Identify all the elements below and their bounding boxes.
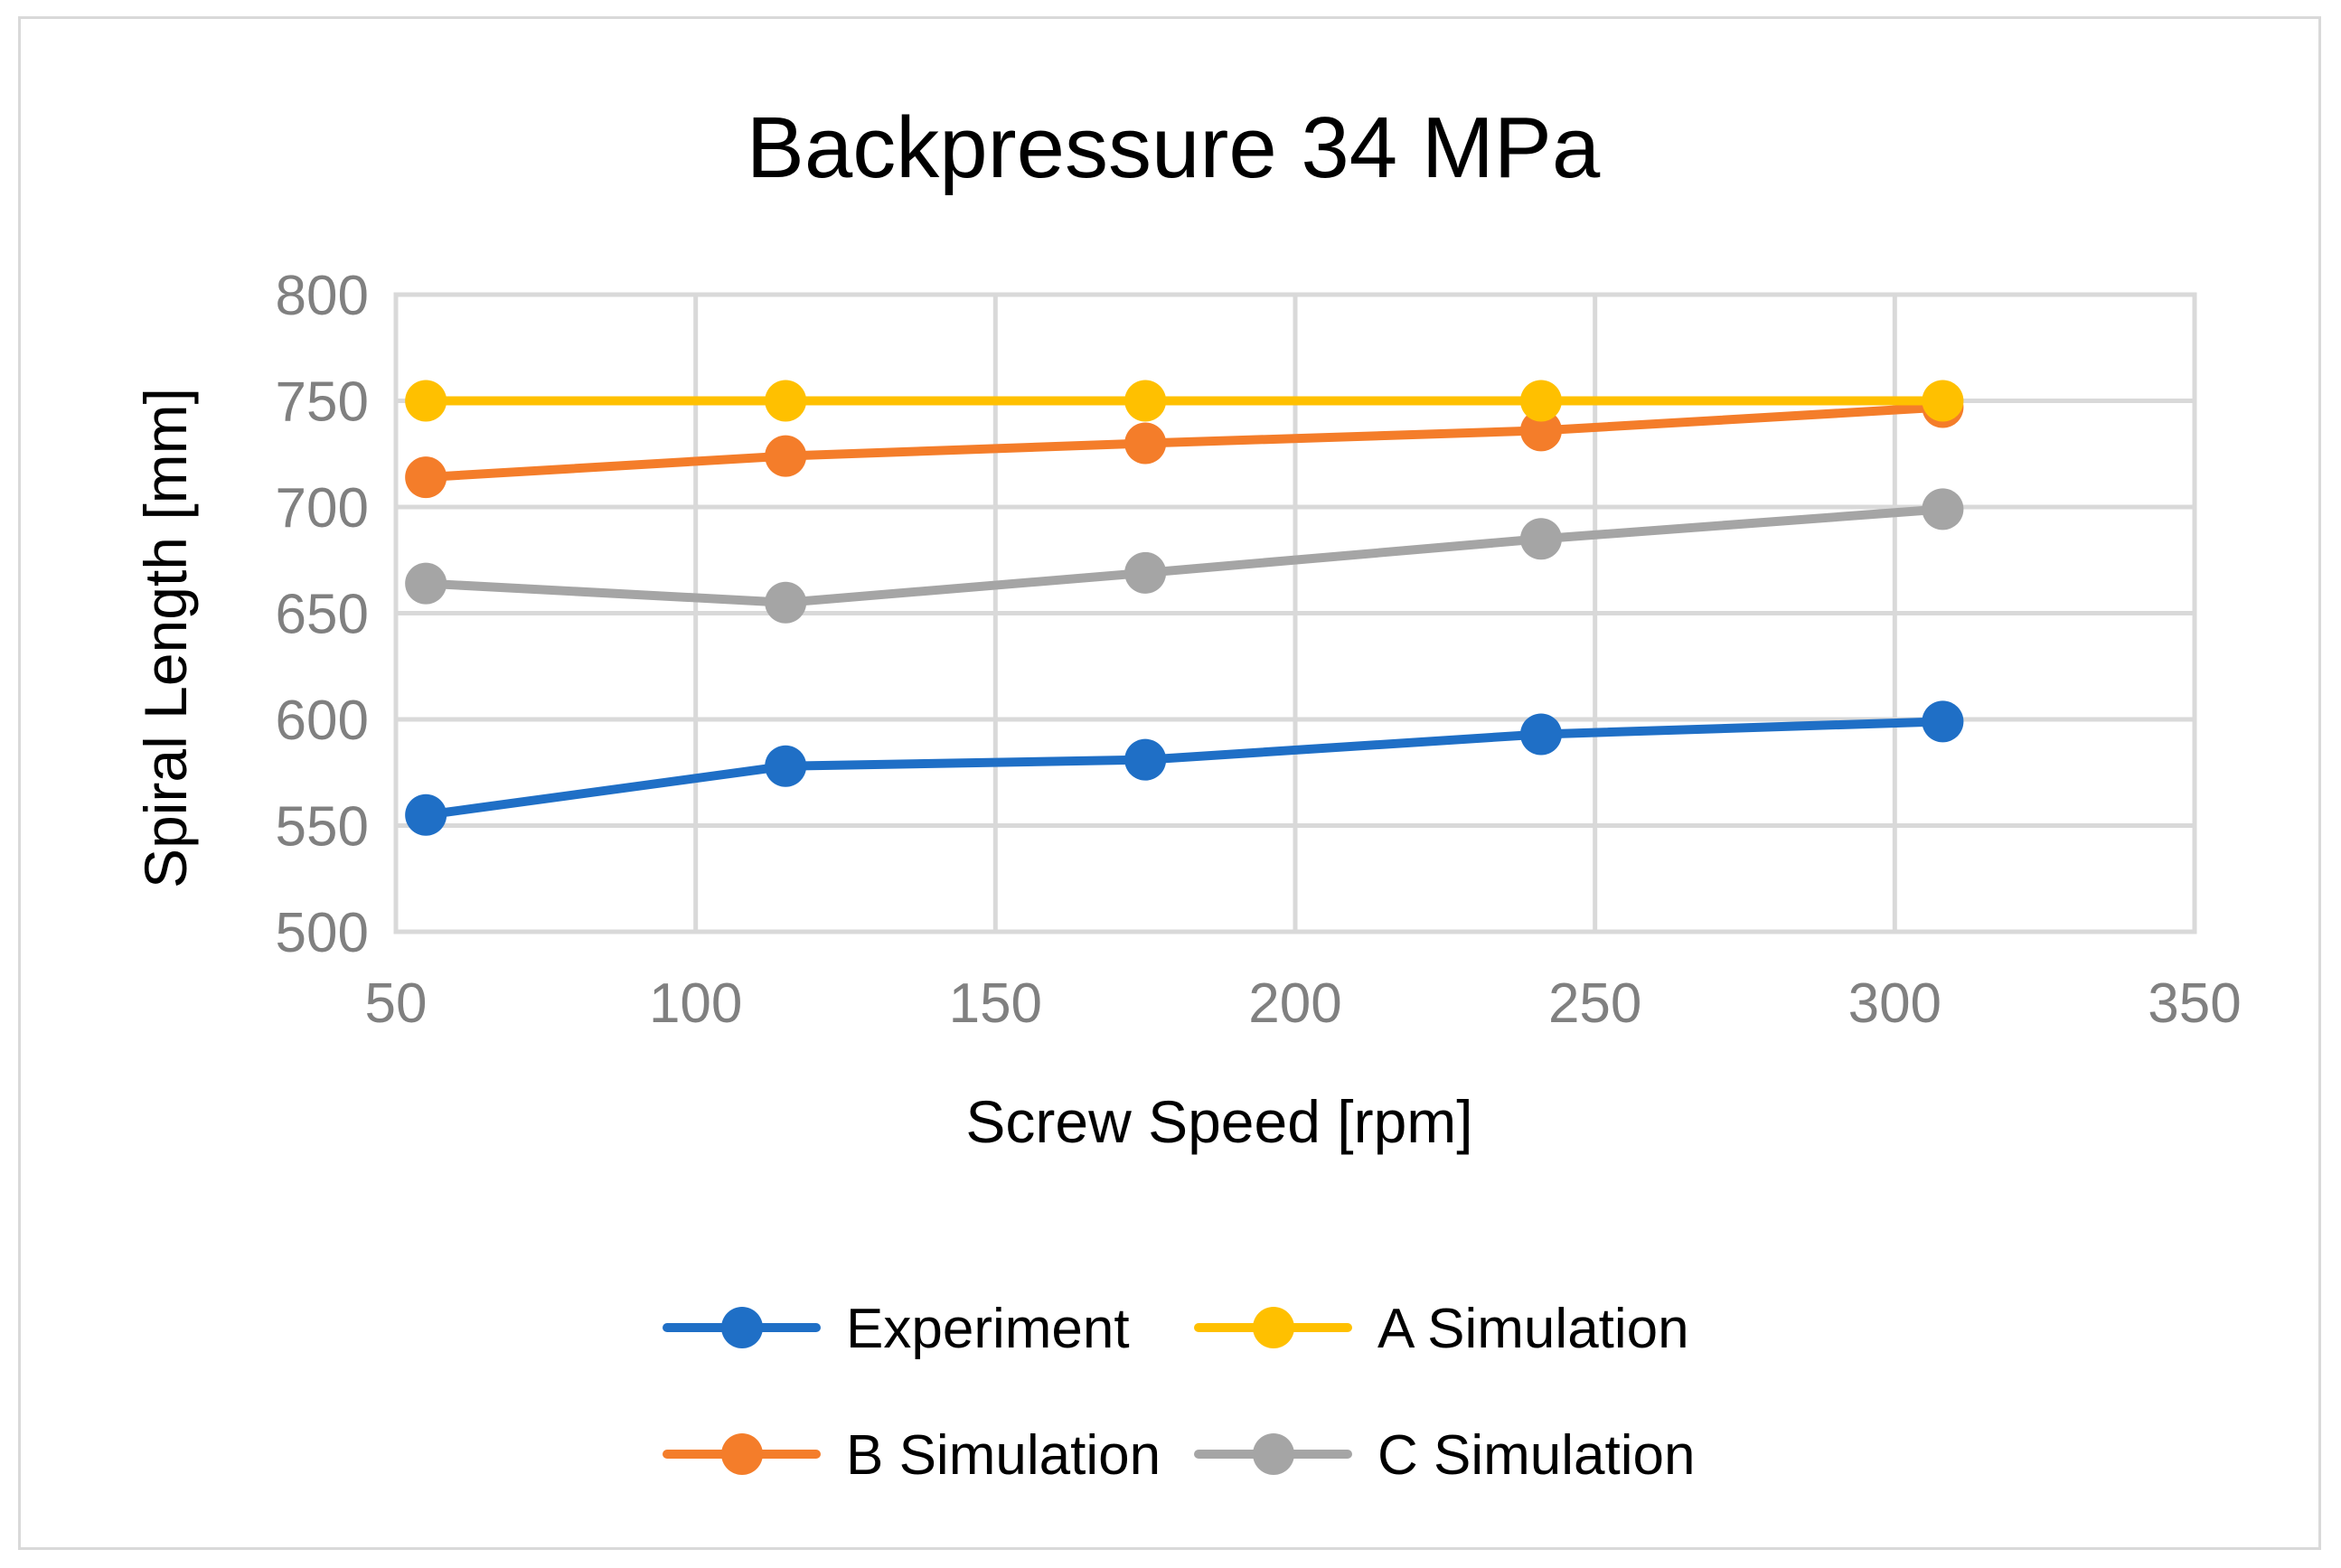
data-point-c-simulation-115 [765,581,807,624]
data-point-experiment-241 [1519,713,1562,756]
y-tick-label-750: 750 [276,371,369,434]
data-point-c-simulation-55 [405,562,447,605]
data-point-experiment-115 [765,745,807,787]
legend-item-b-simulation: B Simulation [663,1424,1161,1487]
legend-label-c-simulation: C Simulation [1377,1424,1695,1487]
legend-label-experiment: Experiment [846,1298,1130,1360]
data-point-c-simulation-241 [1519,518,1562,560]
legend-item-c-simulation: C Simulation [1194,1424,1695,1487]
data-point-b-simulation-55 [405,456,447,499]
legend-marker-experiment [721,1307,763,1348]
chart-title: Backpressure 34 MPa [747,99,1601,196]
data-point-b-simulation-115 [765,435,807,477]
y-tick-label-550: 550 [276,796,369,859]
legend-marker-c-simulation [1253,1433,1294,1475]
y-axis-title: Spiral Length [mm] [132,388,199,888]
legend-item-a-simulation: A Simulation [1194,1298,1689,1360]
y-tick-label-600: 600 [276,690,369,752]
y-tick-label-650: 650 [276,584,369,646]
series-experiment [405,700,1964,836]
legend: Experiment A Simulation B Simulation C Simu… [663,1298,1695,1487]
data-point-a-simulation-241 [1519,380,1562,422]
series-line-b-simulation [421,402,1948,483]
data-point-c-simulation-308 [1922,488,1964,530]
data-point-a-simulation-175 [1124,380,1167,422]
series-a-simulation [405,380,1964,422]
y-tick-label-800: 800 [276,265,369,327]
data-point-experiment-55 [405,793,447,836]
data-point-experiment-175 [1124,738,1167,781]
series-line-c-simulation [421,504,1948,607]
data-point-a-simulation-55 [405,380,447,422]
chart-frame: Backpressure 34 MPa 500 550 600 650 700 750 80… [18,16,2321,1550]
data-point-b-simulation-175 [1124,422,1167,465]
data-point-c-simulation-175 [1124,551,1167,594]
legend-label-b-simulation: B Simulation [846,1424,1161,1487]
x-tick-label-250: 250 [1548,972,1641,1035]
data-point-experiment-308 [1922,700,1964,743]
data-point-a-simulation-308 [1922,380,1964,422]
series-c-simulation [405,488,1964,624]
y-tick-label-500: 500 [276,902,369,964]
x-tick-label-150: 150 [949,972,1042,1035]
x-tick-label-100: 100 [649,972,742,1035]
legend-marker-b-simulation [721,1433,763,1475]
x-tick-label-200: 200 [1248,972,1341,1035]
legend-item-experiment: Experiment [663,1298,1130,1360]
tick-labels: 500 550 600 650 700 750 800 50 100 150 200 250 300 35… [276,265,2242,1035]
data-point-b-simulation-241 [1519,409,1562,452]
x-tick-label-350: 350 [2148,972,2241,1035]
plot-area-border [393,292,2197,934]
x-tick-label-300: 300 [1848,972,1941,1035]
x-axis-title: Screw Speed [rpm] [965,1088,1472,1155]
series-layer [405,380,1964,836]
series-line-experiment [421,717,1948,820]
y-tick-label-700: 700 [276,477,369,540]
x-tick-label-50: 50 [365,972,428,1035]
legend-marker-a-simulation [1253,1307,1294,1348]
legend-label-a-simulation: A Simulation [1377,1298,1689,1360]
line-chart: Backpressure 34 MPa 500 550 600 650 700 750 80… [132,99,2242,1487]
grid-layer [393,292,2197,934]
data-point-a-simulation-115 [765,380,807,422]
